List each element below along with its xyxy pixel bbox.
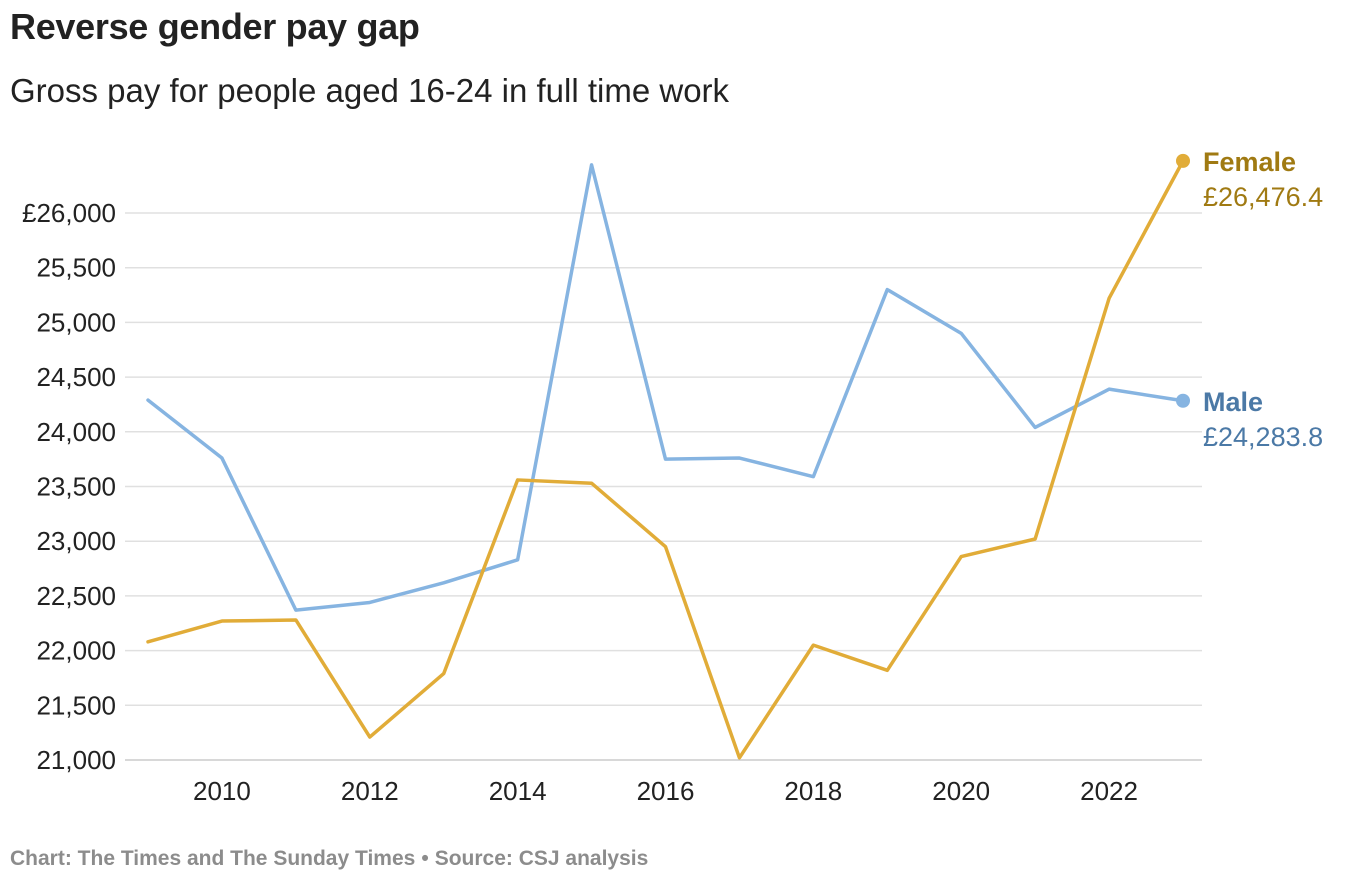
y-tick-label: 22,500 xyxy=(36,581,116,611)
credit-text: Chart: The Times and The Sunday Times xyxy=(10,847,416,870)
y-axis-ticks: 21,000 21,500 22,000 22,500 23,000 23,500 24,0… xyxy=(22,198,116,775)
y-tick-label: 23,500 xyxy=(36,472,116,502)
series-lines xyxy=(146,153,1190,760)
y-tick-label: 21,000 xyxy=(36,745,116,775)
x-tick-label: 2014 xyxy=(489,776,547,806)
y-tick-label: 23,000 xyxy=(36,526,116,556)
y-tick-label: 25,500 xyxy=(36,253,116,283)
y-tick-label: £26,000 xyxy=(22,198,116,228)
x-tick-label: 2010 xyxy=(193,776,251,806)
x-tick-label: 2020 xyxy=(932,776,990,806)
y-tick-label: 24,000 xyxy=(36,417,116,447)
chart-subtitle: Gross pay for people aged 16-24 in full … xyxy=(10,72,730,109)
chart-title: Reverse gender pay gap xyxy=(10,6,420,47)
y-tick-label: 21,500 xyxy=(36,690,116,720)
series-line-female xyxy=(146,159,1185,760)
end-point-male xyxy=(1176,393,1190,408)
x-tick-label: 2022 xyxy=(1080,776,1138,806)
end-point-female xyxy=(1176,153,1190,168)
series-end-labels: Male £24,283.8 Female £26,476.4 xyxy=(1203,147,1323,452)
series-value-female: £26,476.4 xyxy=(1203,182,1323,212)
source-text: Source: CSJ analysis xyxy=(434,847,649,870)
series-name-male: Male xyxy=(1203,387,1263,417)
footer-separator: • xyxy=(421,847,429,870)
x-tick-label: 2016 xyxy=(637,776,695,806)
y-tick-label: 25,000 xyxy=(36,307,116,337)
x-tick-label: 2018 xyxy=(784,776,842,806)
series-line-male xyxy=(146,163,1185,612)
x-axis-ticks: 2010 2012 2014 2016 2018 2020 2022 xyxy=(193,776,1138,806)
y-tick-label: 22,000 xyxy=(36,636,116,666)
y-tick-label: 24,500 xyxy=(36,362,116,392)
x-tick-label: 2012 xyxy=(341,776,399,806)
series-name-female: Female xyxy=(1203,147,1296,177)
chart-footer: Chart: The Times and The Sunday Times • So… xyxy=(10,847,648,871)
gridlines xyxy=(125,212,1202,761)
series-value-male: £24,283.8 xyxy=(1203,422,1323,452)
